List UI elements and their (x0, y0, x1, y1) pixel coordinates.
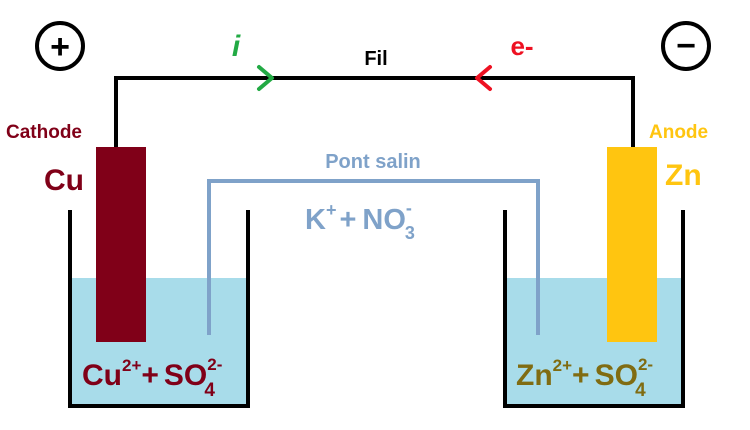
electron-arrow-icon (475, 65, 492, 91)
bridge-plus: + (339, 204, 356, 236)
electron-symbol: e- (510, 31, 533, 61)
right-cation: Zn (516, 359, 553, 392)
anode-label: Anode (649, 122, 708, 143)
right-anion-sub: 4 (635, 380, 646, 401)
current-symbol: i (232, 30, 241, 63)
left-plus: + (141, 359, 159, 392)
right-cation-charge: 2+ (553, 356, 572, 375)
left-cation-charge: 2+ (122, 356, 141, 375)
bridge-ions: K+ + NO-3 (305, 198, 415, 243)
zinc-electrode (607, 147, 657, 342)
right-plus: + (572, 359, 590, 392)
wire-label: Fil (364, 48, 387, 70)
copper-label: Cu (44, 164, 84, 197)
right-solution-formula: Zn2++ SO2- 4 (516, 355, 653, 401)
zinc-label: Zn (665, 159, 702, 192)
cathode-label: Cathode (6, 122, 82, 143)
right-beaker (503, 210, 685, 408)
negative-sign: − (676, 27, 696, 65)
left-anion-charge: 2- (207, 355, 222, 374)
bridge-anion: NO (362, 204, 406, 236)
positive-sign: + (50, 28, 70, 66)
left-cation: Cu (82, 359, 122, 392)
bridge-anion-sub: 3 (405, 223, 415, 243)
bridge-cation-charge: + (326, 200, 337, 220)
copper-electrode (96, 147, 146, 342)
left-beaker (68, 210, 250, 408)
external-wire (114, 76, 635, 147)
current-arrow-icon (257, 65, 274, 91)
negative-terminal-icon (661, 21, 711, 71)
left-anion: SO (164, 359, 207, 392)
left-anion-sub: 4 (204, 380, 215, 401)
positive-terminal-icon (35, 21, 85, 71)
salt-bridge-label: Pont salin (325, 151, 421, 173)
left-solution-formula: Cu2++ SO2- 4 (82, 355, 222, 401)
right-anion-charge: 2- (638, 355, 653, 374)
salt-bridge (207, 179, 540, 335)
bridge-cation: K (305, 204, 326, 236)
right-anion: SO (595, 359, 638, 392)
bridge-anion-charge: - (406, 198, 412, 218)
